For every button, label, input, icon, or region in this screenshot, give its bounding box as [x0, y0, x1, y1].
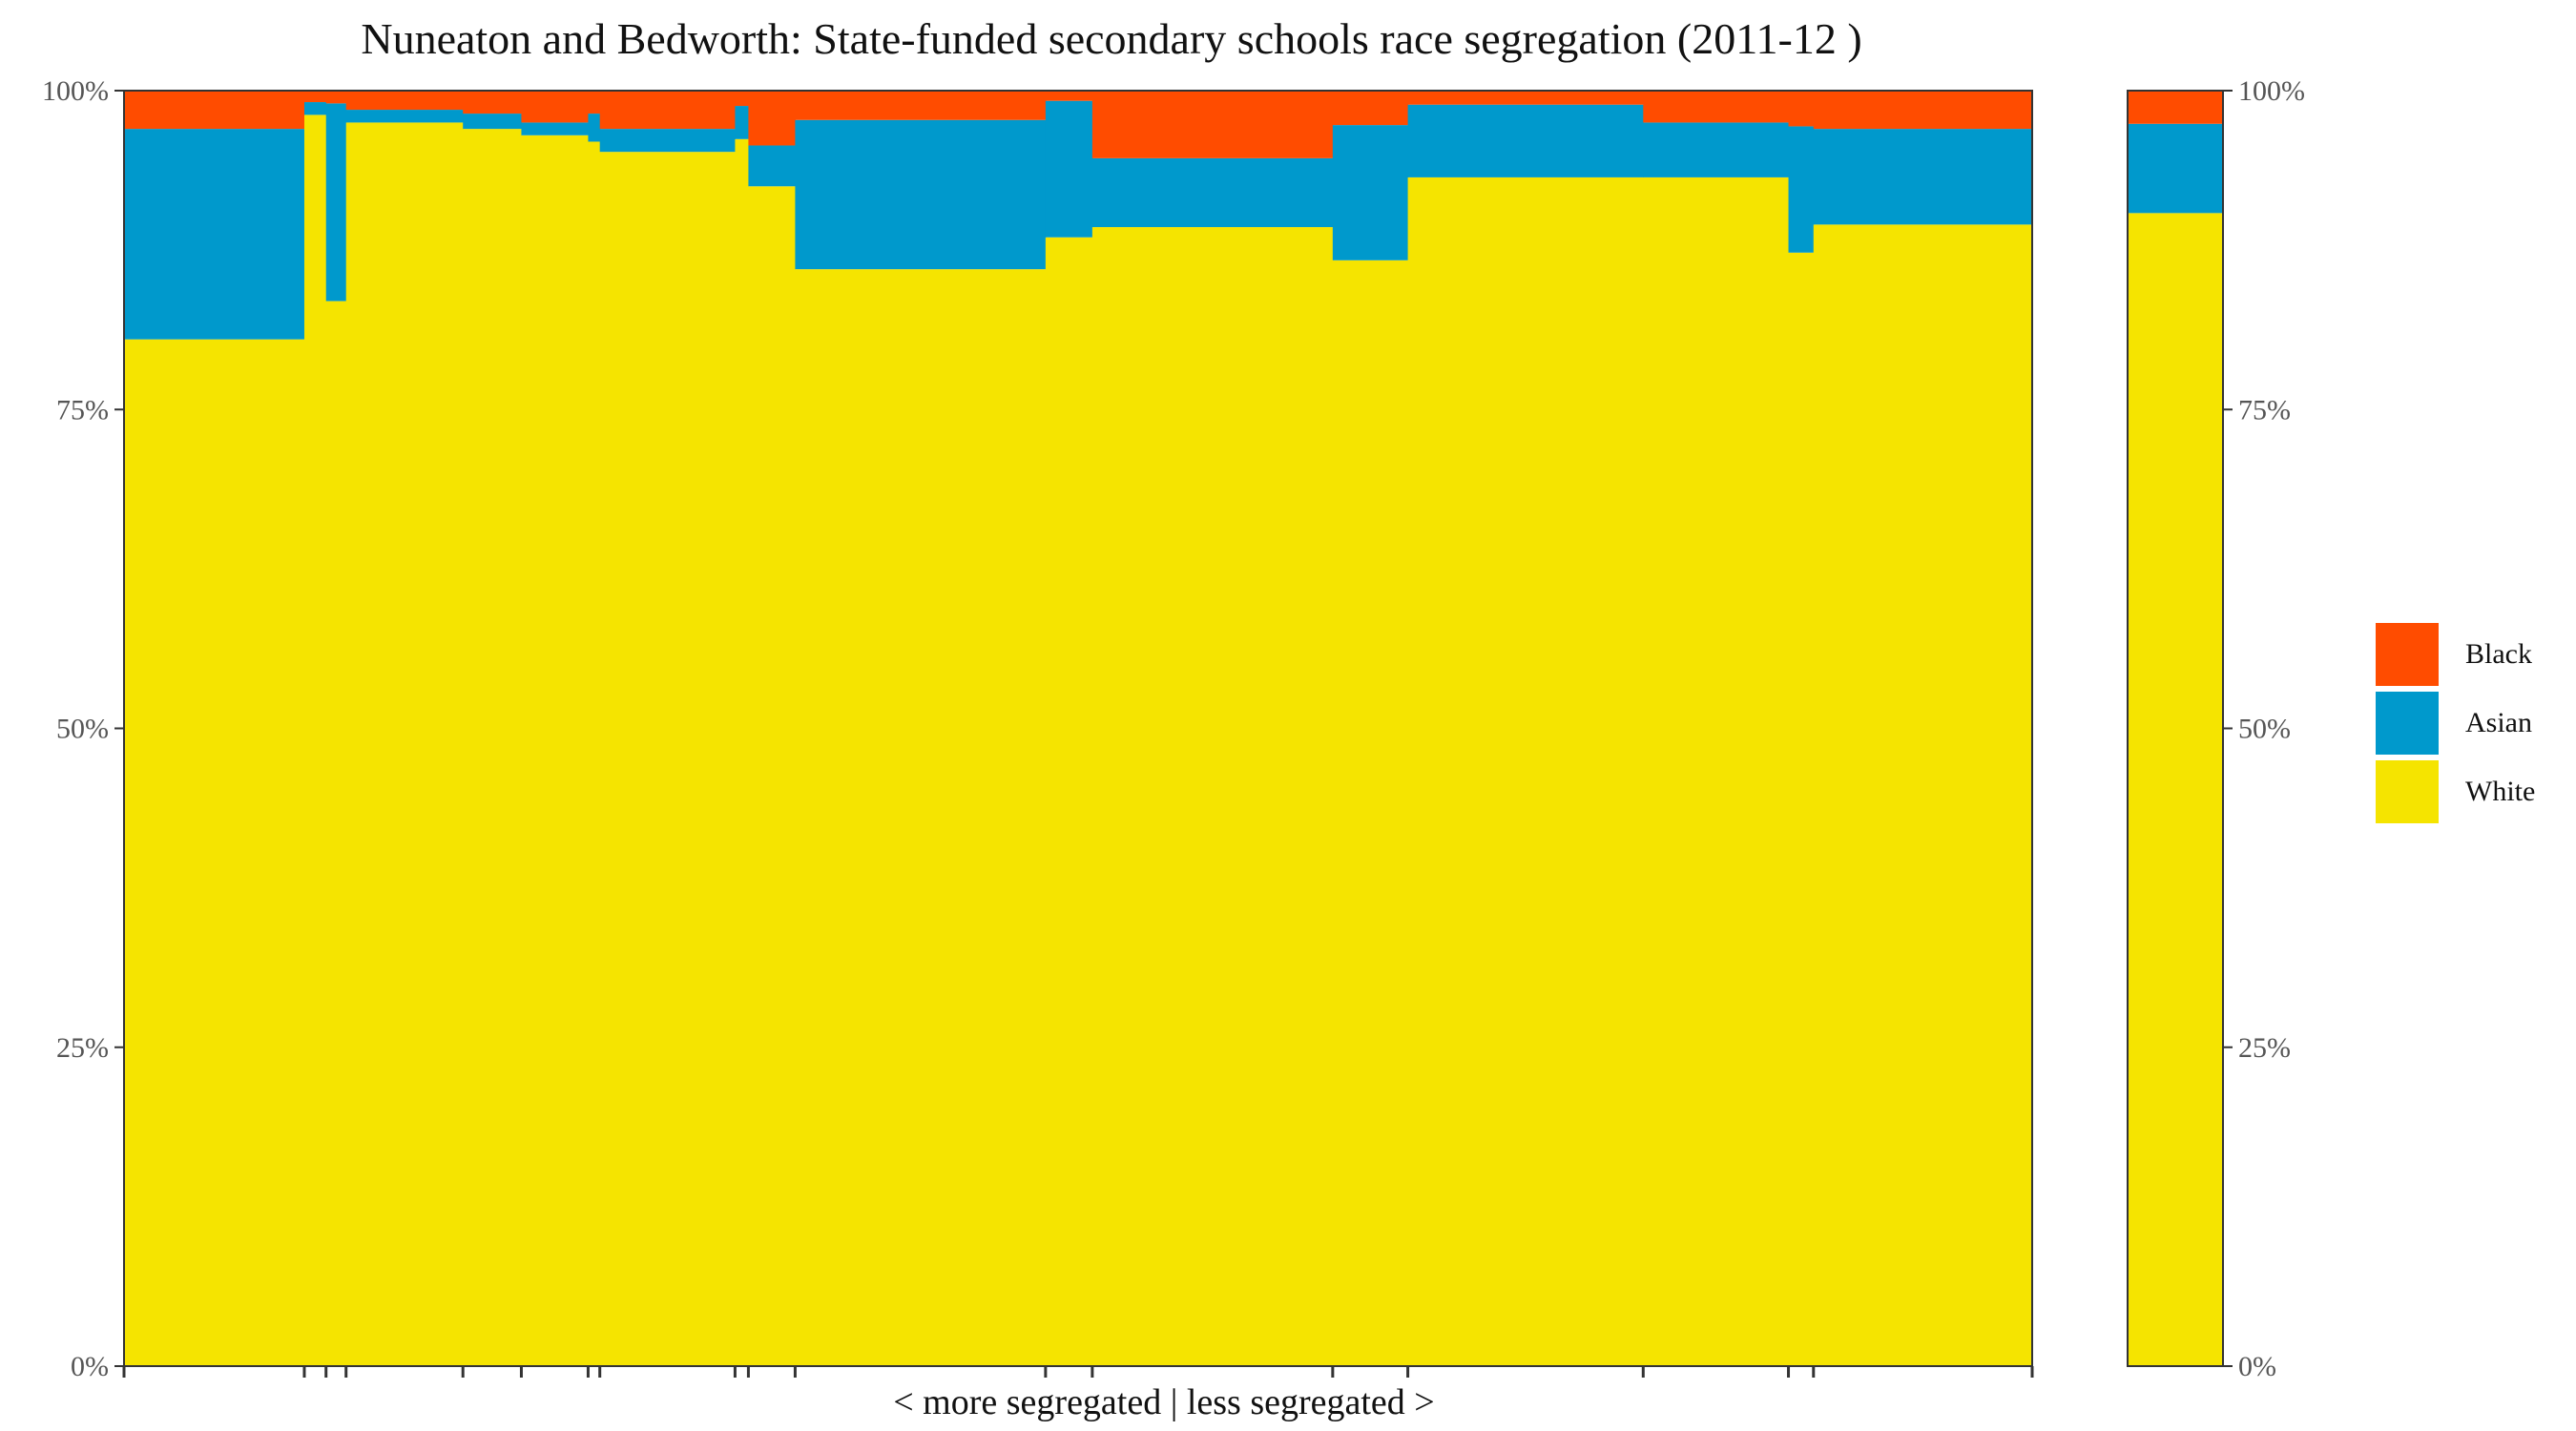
bar-segment-white-15 [1643, 176, 1790, 1366]
bar-segment-white-16 [1788, 252, 1815, 1366]
bar-segment-asian-7 [599, 129, 737, 153]
x-axis-ticks [122, 1366, 2034, 1378]
legend: Black Asian White [2376, 620, 2535, 826]
bar-segment-asian-2 [325, 103, 347, 301]
y-tick-label-left-0: 0% [71, 1351, 109, 1382]
bar-segment-white-17 [1813, 224, 2033, 1366]
legend-item-asian: Asian [2376, 689, 2535, 757]
bar-segment-white-0 [124, 339, 305, 1367]
bar-segment-asian-6 [588, 114, 601, 142]
bar-segment-asian-9 [748, 145, 797, 187]
bar-segment-asian-overall [2128, 123, 2224, 214]
bar-segment-black-8 [735, 91, 750, 107]
bar-segment-white-8 [735, 138, 750, 1366]
bar-segment-asian-14 [1407, 104, 1644, 177]
legend-label-white: White [2465, 776, 2536, 807]
bar-segment-black-0 [124, 91, 305, 130]
y-tick-label-right-4: 100% [2238, 75, 2305, 107]
y-tick-label-right-1: 25% [2238, 1032, 2291, 1064]
bar-segment-asian-13 [1332, 125, 1409, 260]
legend-swatch-asian [2376, 692, 2439, 755]
bar-segment-white-3 [345, 122, 464, 1366]
bar-segment-white-13 [1332, 259, 1409, 1366]
bar-segment-asian-10 [795, 119, 1047, 270]
bar-segment-white-1 [303, 114, 327, 1367]
y-tick-label-right-2: 50% [2238, 714, 2291, 745]
bar-segment-white-12 [1091, 227, 1334, 1367]
y-tick-label-left-2: 50% [56, 714, 109, 745]
bar-segment-black-10 [795, 91, 1047, 120]
bar-segment-black-9 [748, 91, 797, 146]
bar-segment-white-10 [795, 269, 1047, 1367]
bar-segment-black-5 [521, 91, 590, 123]
bar-segment-white-2 [325, 301, 347, 1367]
bar-segment-black-16 [1788, 91, 1815, 127]
bar-segment-white-11 [1045, 237, 1093, 1366]
y-axis-left: 0% 25% 50% 75% 100% [42, 75, 124, 1382]
bar-segment-black-2 [325, 91, 347, 104]
legend-swatch-black [2376, 623, 2439, 686]
bar-segment-asian-5 [521, 122, 590, 135]
y-tick-label-left-4: 100% [42, 75, 109, 107]
bar-segment-black-3 [345, 91, 464, 111]
y-tick-label-left-1: 25% [56, 1032, 109, 1064]
bar-segment-black-17 [1813, 91, 2033, 130]
bar-segment-white-overall [2128, 213, 2224, 1366]
bar-segment-white-5 [521, 135, 590, 1366]
overall-bar [2128, 91, 2224, 1366]
bar-segment-white-9 [748, 186, 797, 1366]
bar-segment-asian-3 [345, 110, 464, 123]
y-tick-label-left-3: 75% [56, 394, 109, 425]
bar-segment-asian-0 [124, 129, 305, 340]
bar-segment-black-11 [1045, 91, 1093, 101]
legend-item-white: White [2376, 757, 2535, 826]
legend-item-black: Black [2376, 620, 2535, 689]
bar-segment-asian-16 [1788, 126, 1815, 253]
bar-segment-white-7 [599, 152, 737, 1366]
bar-segment-asian-15 [1643, 122, 1790, 177]
bar-segment-asian-17 [1813, 129, 2033, 225]
x-axis-title: < more segregated | less segregated > [893, 1382, 1434, 1422]
bar-segment-white-14 [1407, 176, 1644, 1366]
bar-segment-asian-11 [1045, 100, 1093, 238]
bar-segment-asian-4 [463, 114, 523, 130]
y-tick-label-right-0: 0% [2238, 1351, 2276, 1382]
chart-title: Nuneaton and Bedworth: State-funded seco… [361, 14, 1862, 63]
school-bars [124, 91, 2033, 1367]
bar-segment-black-13 [1332, 91, 1409, 126]
bar-segment-black-4 [463, 91, 523, 114]
bar-segment-black-14 [1407, 91, 1644, 105]
bar-segment-black-overall [2128, 91, 2224, 124]
bar-segment-asian-8 [735, 106, 750, 139]
bar-segment-asian-12 [1091, 157, 1334, 228]
bar-segment-asian-1 [303, 102, 327, 115]
bar-segment-black-15 [1643, 91, 1790, 123]
bar-segment-white-6 [588, 141, 601, 1367]
bar-segment-black-7 [599, 91, 737, 130]
bar-segment-white-4 [463, 129, 523, 1367]
legend-swatch-white [2376, 760, 2439, 823]
bar-segment-black-1 [303, 91, 327, 103]
bar-segment-black-6 [588, 91, 601, 114]
legend-label-asian: Asian [2465, 707, 2532, 738]
legend-label-black: Black [2465, 638, 2532, 670]
y-tick-label-right-3: 75% [2238, 394, 2291, 425]
bar-segment-black-12 [1091, 91, 1334, 158]
y-axis-right: 0% 25% 50% 75% 100% [2223, 75, 2305, 1382]
